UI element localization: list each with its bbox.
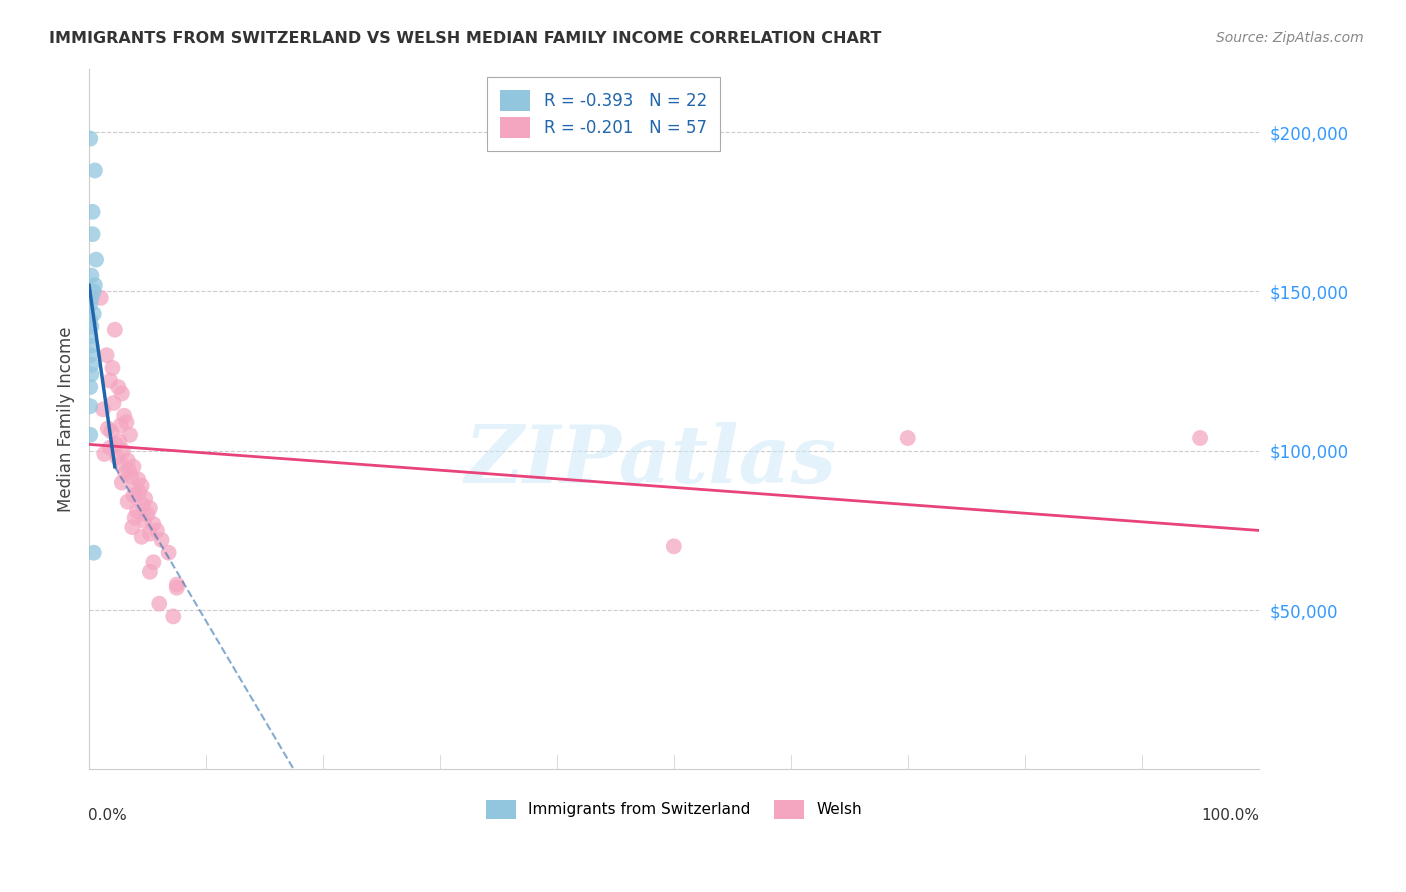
Point	[111, 475, 134, 490]
Point	[101, 360, 124, 375]
Point	[90, 291, 112, 305]
Text: Source: ZipAtlas.com: Source: ZipAtlas.com	[1216, 31, 1364, 45]
Point	[150, 533, 173, 547]
Point	[104, 437, 127, 451]
Point	[142, 516, 165, 531]
Point	[118, 427, 141, 442]
Point	[79, 399, 101, 413]
Point	[80, 291, 103, 305]
Point	[148, 597, 170, 611]
Point	[84, 278, 107, 293]
Point	[111, 443, 134, 458]
Text: 100.0%: 100.0%	[1202, 808, 1260, 822]
Point	[80, 268, 103, 283]
Point	[80, 319, 103, 334]
Point	[142, 555, 165, 569]
Point	[139, 565, 162, 579]
Point	[80, 358, 103, 372]
Point	[157, 546, 180, 560]
Point	[110, 418, 132, 433]
Point	[79, 380, 101, 394]
Point	[105, 450, 128, 464]
Point	[110, 457, 132, 471]
Point	[79, 427, 101, 442]
Point	[96, 348, 118, 362]
Point	[80, 368, 103, 382]
Point	[82, 205, 104, 219]
Point	[112, 409, 135, 423]
Point	[120, 469, 142, 483]
Y-axis label: Median Family Income: Median Family Income	[58, 326, 75, 512]
Point	[117, 453, 139, 467]
Text: ZIPatlas: ZIPatlas	[464, 422, 837, 500]
Point	[83, 546, 105, 560]
Point	[166, 577, 188, 591]
Point	[100, 425, 122, 439]
Point	[139, 526, 162, 541]
Point	[103, 396, 125, 410]
Point	[83, 307, 105, 321]
Point	[121, 520, 143, 534]
Point	[79, 348, 101, 362]
Point	[124, 510, 146, 524]
Point	[1189, 431, 1212, 445]
Point	[98, 441, 121, 455]
Point	[162, 609, 184, 624]
Point	[79, 313, 101, 327]
Point	[132, 498, 155, 512]
Point	[104, 323, 127, 337]
Point	[125, 482, 148, 496]
Point	[118, 463, 141, 477]
Point	[111, 386, 134, 401]
Point	[131, 530, 153, 544]
Point	[146, 524, 169, 538]
Point	[662, 539, 685, 553]
Point	[128, 485, 150, 500]
Legend: Immigrants from Switzerland, Welsh: Immigrants from Switzerland, Welsh	[479, 794, 868, 825]
Point	[131, 479, 153, 493]
Text: 0.0%: 0.0%	[89, 808, 127, 822]
Point	[97, 421, 120, 435]
Point	[82, 227, 104, 242]
Point	[83, 285, 105, 299]
Point	[93, 447, 115, 461]
Point	[132, 514, 155, 528]
Point	[91, 402, 114, 417]
Point	[108, 434, 131, 449]
Point	[80, 338, 103, 352]
Point	[897, 431, 920, 445]
Point	[79, 297, 101, 311]
Point	[115, 415, 138, 429]
Point	[114, 466, 136, 480]
Point	[84, 252, 107, 267]
Point	[125, 504, 148, 518]
Point	[122, 459, 145, 474]
Point	[79, 131, 101, 145]
Point	[84, 163, 107, 178]
Text: IMMIGRANTS FROM SWITZERLAND VS WELSH MEDIAN FAMILY INCOME CORRELATION CHART: IMMIGRANTS FROM SWITZERLAND VS WELSH MED…	[49, 31, 882, 46]
Point	[136, 508, 159, 522]
Point	[122, 488, 145, 502]
Point	[127, 472, 149, 486]
Point	[117, 494, 139, 508]
Point	[139, 501, 162, 516]
Point	[166, 581, 188, 595]
Point	[107, 380, 129, 394]
Point	[98, 374, 121, 388]
Point	[79, 329, 101, 343]
Point	[134, 491, 156, 506]
